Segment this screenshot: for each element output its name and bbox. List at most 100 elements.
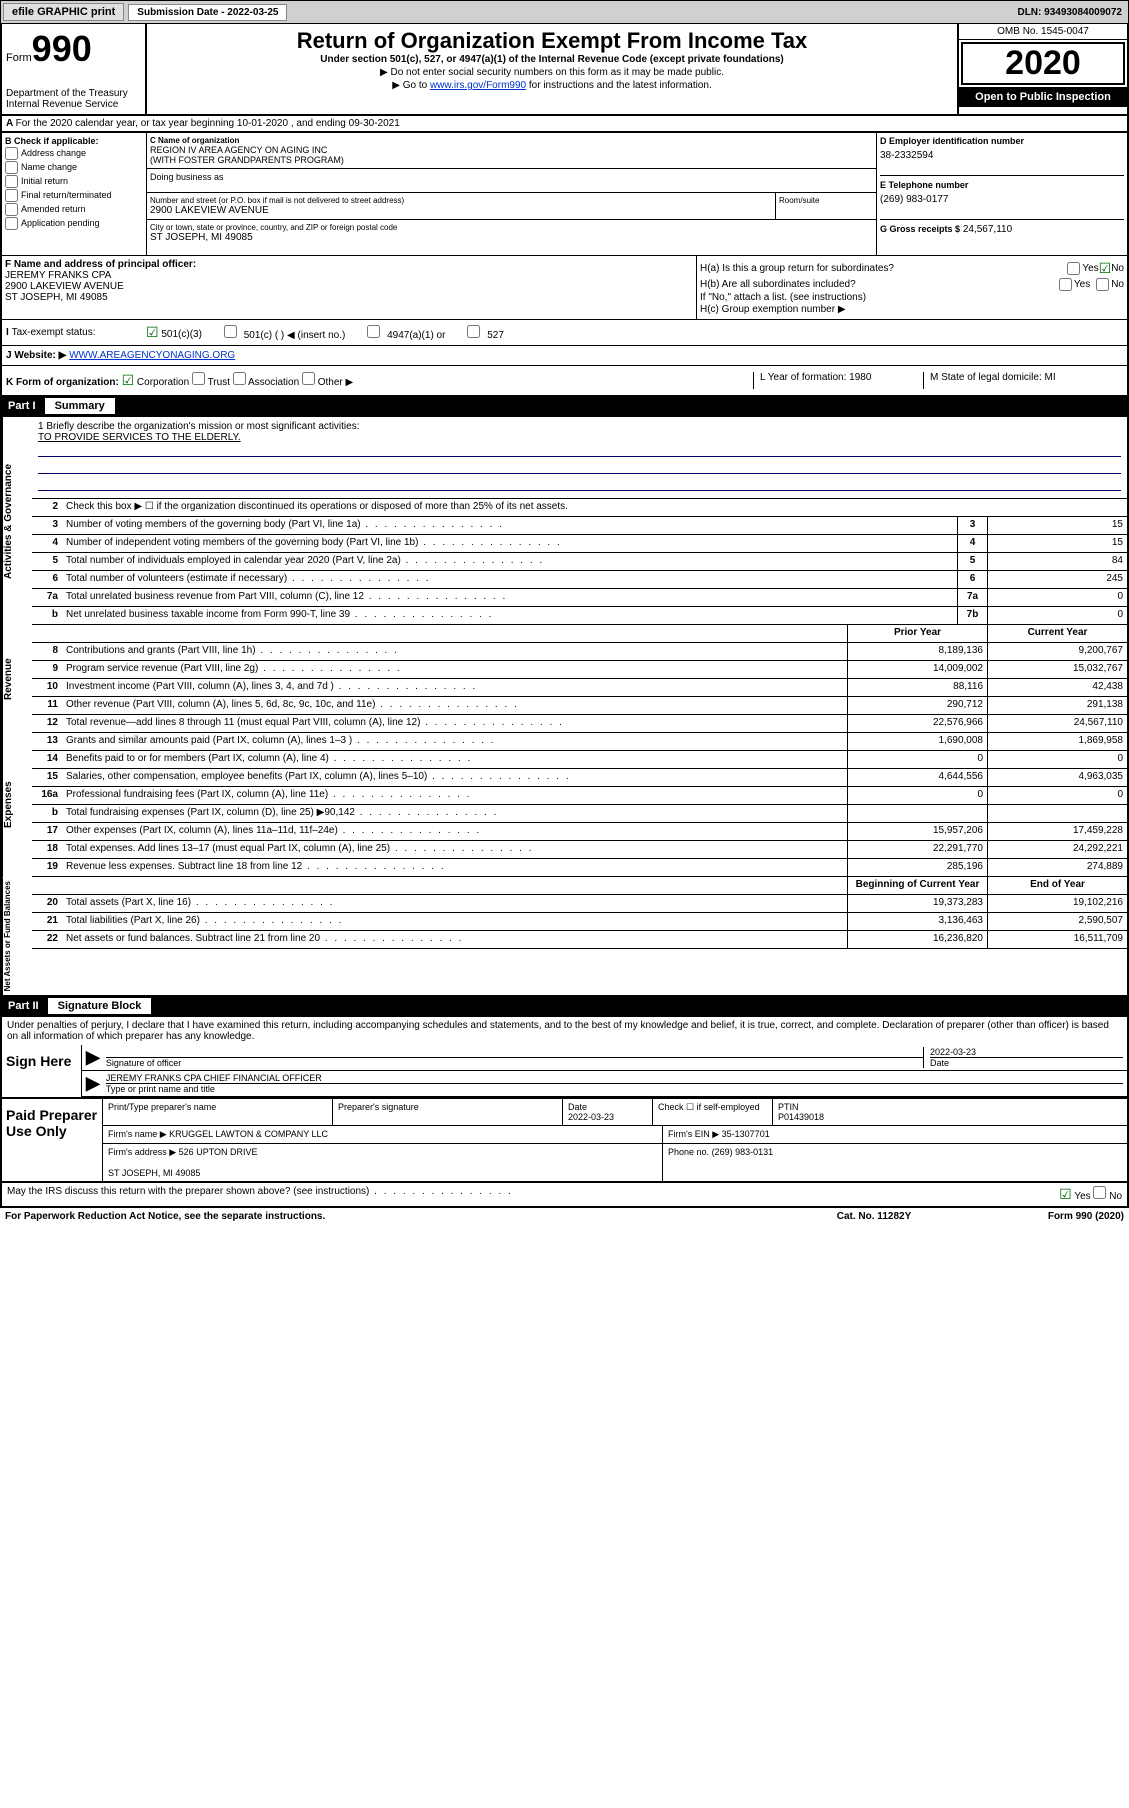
printed-name-label: Type or print name and title: [106, 1083, 1123, 1094]
box-c: C Name of organization REGION IV AREA AG…: [147, 133, 877, 255]
prep-self-employed: Check ☐ if self-employed: [653, 1099, 773, 1125]
ptin-label: PTIN: [778, 1102, 799, 1112]
chk-initial-return[interactable]: Initial return: [5, 175, 143, 188]
officer-name: JEREMY FRANKS CPA: [5, 270, 693, 281]
part2-label: Part II: [8, 1000, 39, 1012]
mission-block: 1 Briefly describe the organization's mi…: [32, 417, 1127, 499]
section-fgh: F Name and address of principal officer:…: [0, 255, 1129, 320]
sig-date-label: Date: [930, 1057, 1123, 1068]
footer-note: For Paperwork Reduction Act Notice, see …: [0, 1208, 1129, 1225]
officer-label: F Name and address of principal officer:: [5, 259, 196, 270]
hb-note: If "No," attach a list. (see instruction…: [700, 292, 1124, 303]
open-to-public: Open to Public Inspection: [959, 87, 1127, 107]
city-label: City or town, state or province, country…: [150, 223, 873, 232]
chk-final-return[interactable]: Final return/terminated: [5, 189, 143, 202]
sig-date: 2022-03-23: [930, 1047, 1123, 1057]
ha-yes[interactable]: [1067, 262, 1080, 275]
state-domicile: M State of legal domicile: MI: [923, 372, 1123, 389]
fin-row: 16aProfessional fundraising fees (Part I…: [32, 787, 1127, 805]
summary-netassets: Net Assets or Fund Balances Beginning of…: [0, 877, 1129, 997]
form-title-box: Return of Organization Exempt From Incom…: [147, 24, 957, 114]
ha-label: H(a) Is this a group return for subordin…: [700, 263, 1061, 274]
row-a-tax-year: A For the 2020 calendar year, or tax yea…: [0, 116, 1129, 133]
discuss-no[interactable]: [1093, 1186, 1106, 1199]
hc-label: H(c) Group exemption number ▶: [700, 304, 1124, 315]
row-tax-status: I Tax-exempt status: ☑ 501(c)(3) 501(c) …: [0, 320, 1129, 346]
form-subtitle: Under section 501(c), 527, or 4947(a)(1)…: [151, 54, 953, 65]
side-revenue: Revenue: [2, 625, 32, 733]
firm-name: KRUGGEL LAWTON & COMPANY LLC: [169, 1129, 328, 1139]
form-header: Form990 Department of the Treasury Inter…: [0, 24, 1129, 116]
fin-row: 15Salaries, other compensation, employee…: [32, 769, 1127, 787]
fin-row: 14Benefits paid to or for members (Part …: [32, 751, 1127, 769]
chk-trust[interactable]: [192, 372, 205, 385]
mission-text: TO PROVIDE SERVICES TO THE ELDERLY.: [38, 432, 1121, 443]
fin-row: 19Revenue less expenses. Subtract line 1…: [32, 859, 1127, 877]
fin-row: 22Net assets or fund balances. Subtract …: [32, 931, 1127, 949]
gross-receipts-label: G Gross receipts $: [880, 224, 960, 234]
current-year-hdr: Current Year: [987, 625, 1127, 642]
box-de: D Employer identification number 38-2332…: [877, 133, 1127, 255]
gov-row: 3Number of voting members of the governi…: [32, 517, 1127, 535]
part2-header: Part II Signature Block: [0, 997, 1129, 1017]
cat-no: Cat. No. 11282Y: [774, 1211, 974, 1222]
na-header: Beginning of Current Year End of Year: [32, 877, 1127, 895]
fin-row: 8Contributions and grants (Part VIII, li…: [32, 643, 1127, 661]
chk-527[interactable]: [467, 325, 480, 338]
top-bar: efile GRAPHIC print Submission Date - 20…: [0, 0, 1129, 24]
firm-name-label: Firm's name ▶: [108, 1129, 167, 1139]
submission-date: Submission Date - 2022-03-25: [128, 4, 287, 21]
chk-association[interactable]: [233, 372, 246, 385]
officer-addr: 2900 LAKEVIEW AVENUE ST JOSEPH, MI 49085: [5, 281, 693, 303]
ein-label: D Employer identification number: [880, 136, 1124, 146]
gov-row: 7aTotal unrelated business revenue from …: [32, 589, 1127, 607]
chk-name-change[interactable]: Name change: [5, 161, 143, 174]
prep-date-label: Date: [568, 1102, 587, 1112]
org-address: 2900 LAKEVIEW AVENUE: [150, 205, 772, 216]
hb-no[interactable]: [1096, 278, 1109, 291]
summary-revenue: Revenue Prior Year Current Year 8Contrib…: [0, 625, 1129, 733]
dba-label: Doing business as: [150, 172, 224, 182]
efile-print-button[interactable]: efile GRAPHIC print: [3, 3, 124, 21]
irs-link[interactable]: www.irs.gov/Form990: [430, 80, 526, 91]
fin-row: 13Grants and similar amounts paid (Part …: [32, 733, 1127, 751]
firm-phone-label: Phone no.: [668, 1147, 709, 1157]
note2-post: for instructions and the latest informat…: [526, 80, 712, 91]
form-number: 990: [32, 28, 92, 69]
dept-treasury: Department of the Treasury Internal Reve…: [6, 88, 141, 110]
arrow-icon-2: ▶: [86, 1073, 100, 1094]
chk-application-pending[interactable]: Application pending: [5, 217, 143, 230]
chk-address-change[interactable]: Address change: [5, 147, 143, 160]
form-org-label: K Form of organization:: [6, 377, 119, 388]
section-bcde: B Check if applicable: Address change Na…: [0, 133, 1129, 255]
sign-here-label: Sign Here: [2, 1045, 82, 1097]
penalty-statement: Under penalties of perjury, I declare th…: [0, 1017, 1129, 1045]
room-label: Room/suite: [779, 196, 873, 205]
form-year-box: OMB No. 1545-0047 2020 Open to Public In…: [957, 24, 1127, 114]
chk-501c3: ☑: [146, 324, 159, 340]
fin-row: bTotal fundraising expenses (Part IX, co…: [32, 805, 1127, 823]
prep-sig-label: Preparer's signature: [333, 1099, 563, 1125]
preparer-block: Paid Preparer Use Only Print/Type prepar…: [0, 1099, 1129, 1183]
box-b: B Check if applicable: Address change Na…: [2, 133, 147, 255]
chk-other[interactable]: [302, 372, 315, 385]
part1-label: Part I: [8, 400, 36, 412]
chk-501c[interactable]: [224, 325, 237, 338]
chk-amended-return[interactable]: Amended return: [5, 203, 143, 216]
fin-row: 10Investment income (Part VIII, column (…: [32, 679, 1127, 697]
row-j: J Website: ▶ WWW.AREAGENCYONAGING.ORG: [0, 346, 1129, 366]
rev-header: Prior Year Current Year: [32, 625, 1127, 643]
form-title: Return of Organization Exempt From Incom…: [151, 28, 953, 54]
hb-yes[interactable]: [1059, 278, 1072, 291]
website-link[interactable]: WWW.AREAGENCYONAGING.ORG: [69, 350, 235, 361]
prior-year-hdr: Prior Year: [847, 625, 987, 642]
beg-year-hdr: Beginning of Current Year: [847, 877, 987, 894]
mission-question: 1 Briefly describe the organization's mi…: [38, 421, 1121, 432]
discuss-text: May the IRS discuss this return with the…: [7, 1186, 369, 1197]
chk-4947[interactable]: [367, 325, 380, 338]
box-f: F Name and address of principal officer:…: [2, 256, 697, 319]
form-id-box: Form990 Department of the Treasury Inter…: [2, 24, 147, 114]
officer-printed-name: JEREMY FRANKS CPA CHIEF FINANCIAL OFFICE…: [106, 1073, 1123, 1083]
gov-row: 4Number of independent voting members of…: [32, 535, 1127, 553]
row-a-text: For the 2020 calendar year, or tax year …: [16, 118, 400, 129]
